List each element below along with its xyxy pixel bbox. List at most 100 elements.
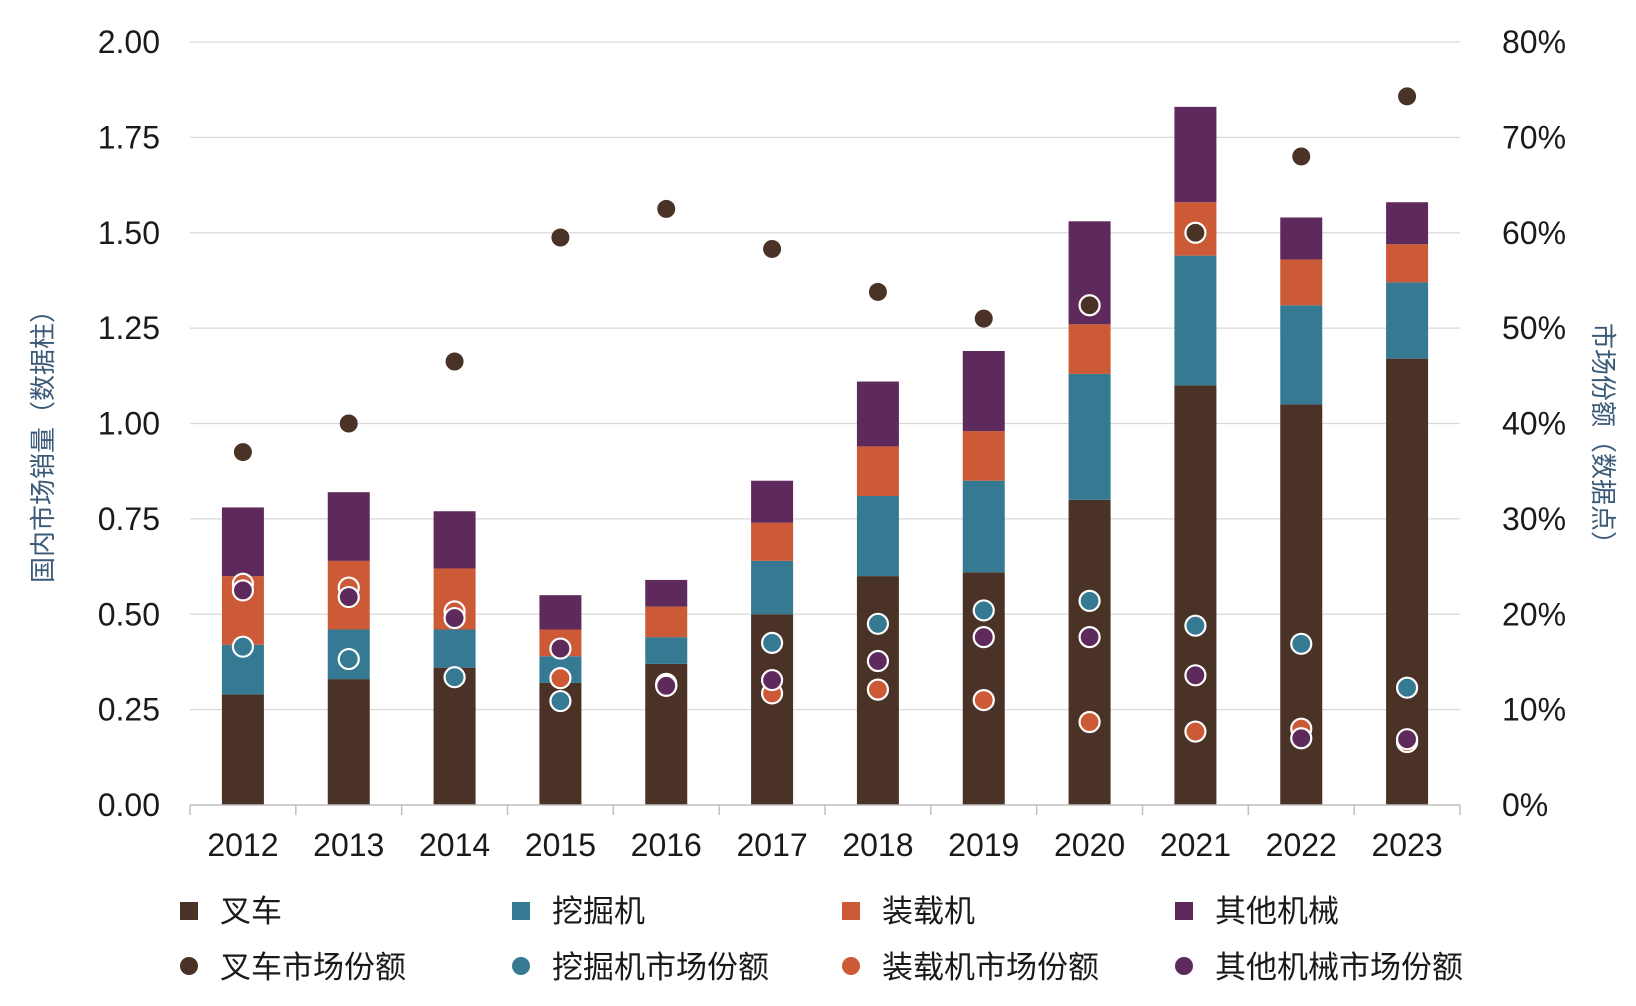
share-dot: [866, 649, 890, 673]
bar-segment: [1174, 255, 1217, 386]
bar-segment: [645, 606, 688, 638]
share-dot: [972, 599, 995, 622]
y2-tick-label: 40%: [1502, 406, 1566, 442]
share-dot: [445, 352, 464, 371]
y2-tick-label: 0%: [1502, 787, 1548, 823]
bar-segment: [962, 480, 1005, 573]
bar-segment: [1386, 244, 1429, 283]
share-dot: [866, 612, 890, 635]
x-tick-label: 2020: [1054, 827, 1125, 863]
share-dot: [655, 674, 678, 697]
y2-tick-label: 60%: [1502, 215, 1566, 251]
y2-tick-label: 50%: [1502, 310, 1566, 346]
bar-segment: [1386, 282, 1429, 359]
bars: [221, 106, 1429, 805]
share-dot: [1184, 614, 1207, 637]
share-dot: [549, 667, 572, 690]
bar-segment: [221, 507, 264, 577]
legend-label: 挖掘机市场份额: [552, 950, 769, 986]
share-dot: [972, 688, 995, 712]
bar-segment: [327, 492, 370, 561]
x-axis: [189, 804, 1461, 815]
x-tick-label: 2014: [419, 827, 490, 863]
legend-marker: [1175, 957, 1193, 975]
legend-marker: [842, 957, 860, 975]
legend-marker: [180, 957, 198, 975]
y-tick-label: 1.25: [98, 310, 160, 346]
bar-segment: [1068, 499, 1111, 805]
bar-segment: [1386, 202, 1429, 245]
bar-segment: [645, 579, 688, 607]
y2-axis-title: 市场份额（数据点）: [1587, 323, 1617, 557]
share-dot: [1184, 720, 1207, 743]
legend-label: 其他机械: [1215, 894, 1339, 930]
y2-tick-label: 70%: [1502, 119, 1566, 155]
share-dot: [231, 579, 255, 602]
share-dot: [337, 585, 360, 609]
y-tick-label: 2.00: [98, 24, 160, 60]
legend-swatch: [1175, 902, 1193, 920]
share-dot: [551, 228, 570, 247]
y-tick-label: 0.25: [98, 692, 160, 728]
x-tick-label: 2016: [631, 827, 702, 863]
share-dot: [760, 631, 784, 654]
bar-segment: [962, 431, 1005, 481]
share-dot: [339, 414, 358, 433]
bar-segment: [1174, 106, 1217, 203]
share-dots: [231, 87, 1419, 754]
legend-marker: [512, 957, 530, 975]
y-axis-right-ticks: 0% 10% 20% 30% 40% 50% 60% 70% 80%: [1502, 24, 1566, 823]
legend-label: 叉车: [220, 894, 282, 930]
share-dot: [1184, 664, 1207, 687]
share-dot: [233, 443, 252, 462]
legend-swatch: [180, 902, 198, 920]
bar-segment: [221, 694, 264, 805]
bar-segment: [856, 446, 899, 496]
y-tick-label: 0.75: [98, 501, 160, 537]
x-tick-label: 2019: [948, 827, 1019, 863]
legend-label: 其他机械市场份额: [1215, 950, 1463, 986]
bar-segment: [1280, 217, 1323, 260]
share-dot: [1078, 294, 1101, 317]
legend-label: 挖掘机: [552, 894, 645, 930]
share-dot: [866, 678, 890, 701]
share-dot: [974, 309, 993, 328]
legend-swatch: [842, 902, 860, 920]
y2-tick-label: 10%: [1502, 692, 1566, 728]
share-dot: [868, 282, 887, 301]
share-dot: [1184, 221, 1207, 244]
y-tick-label: 1.50: [98, 215, 160, 251]
share-dot: [443, 606, 466, 630]
bar-segment: [1068, 324, 1111, 374]
x-tick-label: 2015: [525, 827, 596, 863]
bar-segment: [433, 511, 476, 569]
x-tick-label: 2023: [1371, 827, 1442, 863]
x-tick-label: 2017: [736, 827, 807, 863]
legend-label: 装载机: [882, 894, 975, 930]
bar-segment: [1068, 373, 1111, 500]
bar-segment: [1280, 259, 1323, 306]
share-dot: [1395, 728, 1419, 751]
x-tick-label: 2013: [313, 827, 384, 863]
gridlines: [190, 41, 1460, 711]
share-dot: [549, 637, 572, 660]
y2-tick-label: 80%: [1502, 24, 1566, 60]
legend-label: 叉车市场份额: [220, 950, 406, 986]
share-dot: [1290, 727, 1313, 750]
bar-segment: [433, 667, 476, 805]
bar-segment: [962, 351, 1005, 432]
legend-swatch: [512, 902, 530, 920]
share-dot: [549, 689, 572, 713]
share-dot: [657, 199, 676, 218]
bar-segment: [1280, 305, 1323, 405]
share-dot: [1290, 632, 1313, 655]
share-dot: [972, 626, 995, 649]
bar-segment: [751, 522, 794, 561]
share-dot: [337, 647, 360, 671]
share-dot: [1398, 87, 1417, 106]
x-tick-label: 2018: [842, 827, 913, 863]
share-dot: [443, 666, 466, 689]
x-tick-label: 2021: [1160, 827, 1231, 863]
